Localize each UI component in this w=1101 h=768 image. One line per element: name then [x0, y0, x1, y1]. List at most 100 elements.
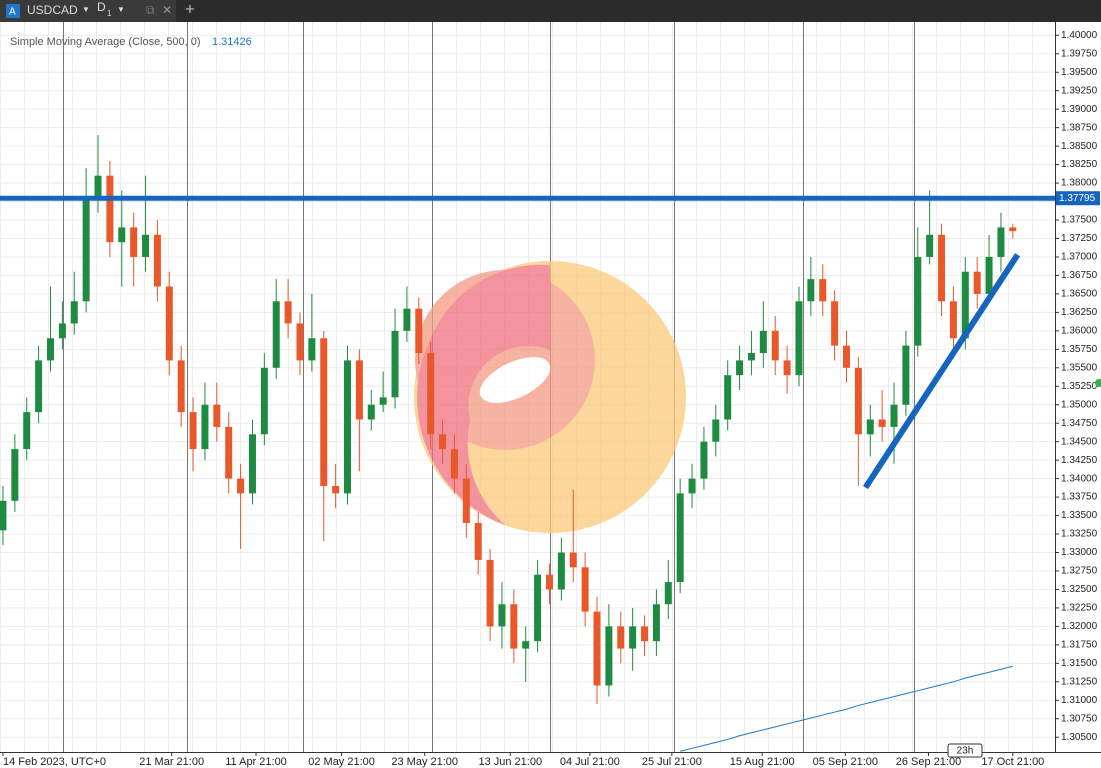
y-tick-label: 1.34500: [1061, 436, 1098, 447]
y-tick-label: 1.36500: [1061, 289, 1098, 300]
candle-body: [593, 611, 601, 686]
y-tick-label: 1.35250: [1061, 381, 1098, 392]
candle-body: [201, 404, 209, 450]
y-tick-label: 1.35500: [1061, 362, 1098, 373]
candle-body: [189, 412, 197, 450]
candle-body: [427, 353, 435, 435]
y-tick-label: 1.40000: [1061, 30, 1098, 41]
candle-body: [890, 404, 898, 427]
candle-body: [700, 441, 708, 479]
y-tick-label: 1.32500: [1061, 584, 1098, 595]
x-tick-label: 23 May 21:00: [391, 756, 458, 768]
candle-body: [545, 574, 553, 590]
candle-body: [130, 227, 138, 257]
candle-body: [165, 286, 173, 361]
candle-body: [902, 345, 910, 405]
candle-body: [617, 626, 625, 649]
y-tick-label: 1.39000: [1061, 104, 1098, 115]
y-tick-label: 1.38250: [1061, 159, 1098, 170]
axes: 1.30500 1.30750 1.31000 1.31250 1.31500 1.317…: [2, 30, 1100, 768]
candle-body: [985, 256, 993, 294]
candle-body: [58, 323, 66, 339]
timeframe-sub: 1: [107, 9, 112, 18]
candle-body: [807, 279, 815, 302]
tab-bar: A USDCAD ▼ D 1 ▼ ⧉ ✕ +: [0, 0, 1101, 22]
candle-body: [106, 175, 114, 243]
candle-body: [0, 500, 7, 531]
trend-line: [862, 253, 1021, 490]
countdown-box: [947, 743, 983, 758]
y-tick-label: 1.39250: [1061, 85, 1098, 96]
y-tick-label: 1.38500: [1061, 141, 1098, 152]
y-tick-label: 1.37500: [1061, 215, 1098, 226]
alert-dot[interactable]: [1095, 379, 1101, 387]
new-tab[interactable]: +: [185, 0, 195, 18]
y-tick-label: 1.37250: [1061, 233, 1098, 244]
sma-line: [680, 665, 1013, 752]
y-tick-label: 1.33250: [1061, 529, 1098, 540]
y-tick-label: 1.33500: [1061, 510, 1098, 521]
y-tick-label: 1.32250: [1061, 603, 1098, 614]
y-tick-label: 1.31750: [1061, 640, 1098, 651]
y-tick-label: 1.32750: [1061, 566, 1098, 577]
x-tick-label: 15 Aug 21:00: [730, 756, 795, 768]
candle-body: [486, 559, 494, 627]
candle-body: [605, 626, 613, 686]
x-tick-label: 11 Apr 21:00: [225, 756, 287, 768]
candle-body: [462, 478, 470, 523]
timeframe[interactable]: D: [97, 0, 106, 14]
candle-body: [153, 234, 161, 287]
y-tick-label: 1.30500: [1061, 732, 1098, 743]
candle-body: [272, 301, 280, 368]
candle-body: [344, 360, 352, 494]
candle-body: [819, 279, 827, 302]
candle-body: [534, 574, 542, 642]
y-tick-label: 1.38000: [1061, 178, 1098, 189]
candle-body: [260, 367, 268, 435]
y-tick-label: 1.34750: [1061, 418, 1098, 429]
candle-body: [842, 345, 850, 368]
x-tick-label: 05 Sep 21:00: [813, 756, 878, 768]
svg-text:A: A: [9, 7, 16, 18]
candle-body: [142, 234, 150, 257]
candle-body: [736, 360, 744, 376]
y-tick-label: 1.38750: [1061, 122, 1098, 133]
candle-body: [498, 604, 506, 627]
candle-body: [878, 419, 886, 427]
candle-body: [415, 308, 423, 354]
x-tick-label: 02 May 21:00: [308, 756, 375, 768]
candle-body: [23, 412, 31, 450]
candle-body: [450, 449, 458, 479]
candle-body: [439, 434, 447, 450]
close-tab[interactable]: ✕: [162, 3, 172, 17]
y-tick-label: 1.31000: [1061, 695, 1098, 706]
candle-body: [237, 478, 245, 494]
watermark-logo: [414, 261, 686, 533]
candle-body: [783, 360, 791, 376]
candle-body: [320, 338, 328, 487]
y-tick-label: 1.33750: [1061, 492, 1098, 503]
plot: [0, 135, 1055, 752]
candle-body: [641, 626, 649, 642]
x-tick-label: 13 Jun 21:00: [478, 756, 542, 768]
candle-body: [926, 234, 934, 257]
y-tick-label: 1.36750: [1061, 270, 1098, 281]
y-tick-label: 1.31500: [1061, 658, 1098, 669]
candle-body: [997, 227, 1005, 257]
candle-body: [629, 626, 637, 649]
candle-body: [70, 301, 78, 324]
symbol[interactable]: USDCAD: [27, 3, 78, 17]
candle-body: [46, 338, 54, 361]
svg-text:▼: ▼: [82, 5, 90, 14]
candle-body: [355, 360, 363, 420]
indicator-value: 1.31426: [212, 36, 252, 48]
candle-body: [1009, 227, 1017, 232]
candle-body: [522, 641, 530, 649]
candle-body: [914, 256, 922, 346]
x-tick-label: 04 Jul 21:00: [560, 756, 620, 768]
candle-body: [225, 426, 233, 479]
candle-body: [11, 449, 19, 501]
candle-body: [771, 330, 779, 361]
candle-body: [831, 301, 839, 346]
candle-body: [284, 301, 292, 324]
